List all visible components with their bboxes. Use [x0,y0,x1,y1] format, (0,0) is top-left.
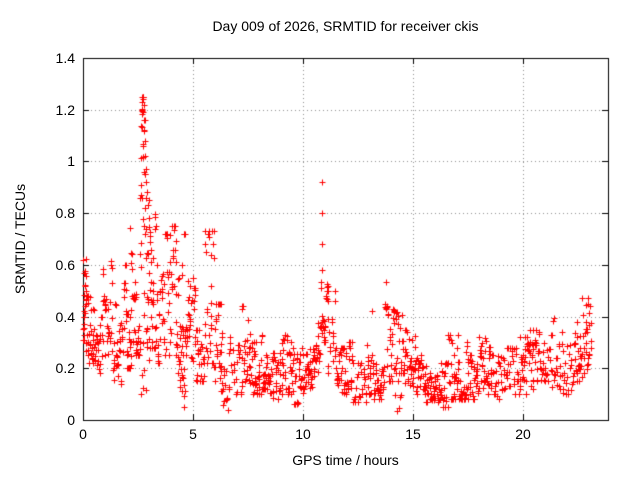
chart-title: Day 009 of 2026, SRMTID for receiver cki… [212,18,479,34]
x-tick-label: 5 [189,426,197,442]
y-axis-label: SRMTID / TECUs [12,183,28,295]
y-tick-label: 0.8 [55,205,75,221]
x-tick-label: 0 [79,426,87,442]
y-tick-label: 1.2 [55,102,75,118]
y-tick-label: 0.2 [55,360,75,376]
y-tick-label: 0.6 [55,257,75,273]
y-tick-label: 0 [67,412,75,428]
y-tick-label: 1 [67,153,75,169]
x-tick-label: 15 [405,426,421,442]
x-axis-label: GPS time / hours [292,452,399,468]
x-tick-label: 10 [295,426,311,442]
x-tick-label: 20 [515,426,531,442]
y-tick-label: 0.4 [55,309,75,325]
y-tick-label: 1.4 [55,50,75,66]
